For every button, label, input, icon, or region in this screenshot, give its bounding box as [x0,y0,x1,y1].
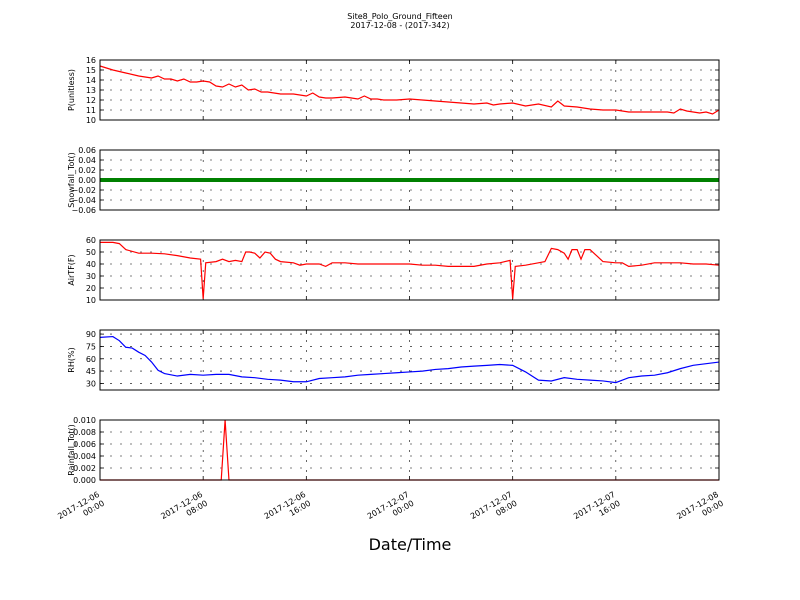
y-tick-label: 13 [86,86,96,95]
series-line [99,335,720,384]
x-axis-label: Date/Time [369,535,452,554]
y-tick-label: 10 [86,116,96,125]
y-tick-label: 60 [86,355,96,364]
x-tick-label: 2017-12-0600:00 [56,490,106,530]
y-tick-label: 50 [86,248,96,257]
y-tick-label: 30 [86,379,96,388]
y-tick-label: 12 [86,96,96,105]
x-tick-label: 2017-12-0800:00 [675,490,725,530]
y-axis-label: AirTF(F) [67,254,76,285]
y-axis-label: P(unitless) [67,69,76,111]
y-tick-label: 40 [86,260,96,269]
y-tick-label: 10 [86,296,96,305]
y-axis-label: RH(%) [67,347,76,372]
y-tick-label: 11 [86,106,96,115]
y-tick-label: 0.008 [73,428,96,437]
y-tick-label: 75 [86,342,96,351]
x-tick-label: 2017-12-0616:00 [263,490,313,530]
y-tick-label: 0.002 [73,464,96,473]
x-tick-label: 2017-12-0716:00 [572,490,622,530]
y-tick-label: 20 [86,284,96,293]
y-tick-label: 90 [86,330,96,339]
y-tick-label: 14 [86,76,96,85]
y-tick-label: −0.04 [71,196,96,205]
y-tick-label: 45 [86,367,96,376]
plot-frame [99,59,720,121]
y-tick-label: 60 [86,236,96,245]
y-tick-label: 0.04 [78,156,96,165]
y-tick-label: 0.004 [73,452,96,461]
series-line [100,241,720,299]
y-tick-label: −0.02 [71,186,96,195]
plot-frame [99,419,720,481]
y-axis-label: Snowfall_Tot() [67,152,76,208]
y-tick-label: 16 [86,56,96,65]
y-tick-label: 0.006 [73,440,96,449]
y-tick-label: 30 [86,272,96,281]
y-tick-label: 0.06 [78,146,96,155]
plot-frame [99,239,720,301]
plot-frame [99,149,720,211]
y-tick-label: 0.000 [73,476,96,485]
plot-frame [99,329,720,391]
x-tick-label: 2017-12-0608:00 [159,490,209,530]
y-tick-label: 0.010 [73,416,96,425]
y-tick-label: 0.00 [78,176,96,185]
figure-title: Site8_Polo_Ground_Fifteen [347,12,453,21]
y-tick-label: −0.06 [71,206,96,215]
y-tick-label: 15 [86,66,96,75]
y-tick-label: 0.02 [78,166,96,175]
figure-subtitle: 2017-12-08 - (2017-342) [350,21,450,30]
x-tick-label: 2017-12-0700:00 [366,490,416,530]
y-axis-label: Rainfall_Tot() [67,424,76,476]
x-tick-label: 2017-12-0708:00 [469,490,519,530]
series-line [99,65,720,115]
